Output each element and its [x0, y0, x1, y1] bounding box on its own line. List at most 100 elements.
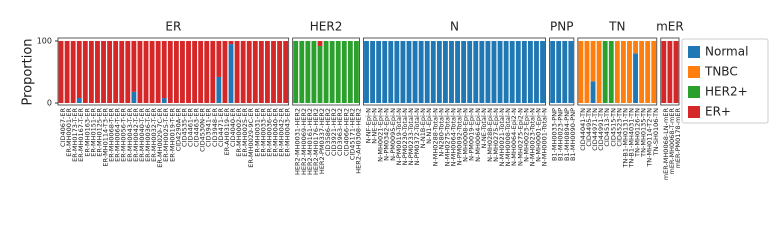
bar-segment — [394, 41, 400, 103]
bar-segment — [521, 41, 527, 103]
bar-segment — [101, 41, 106, 103]
x-tick-label: N-MH0001-Total-N — [541, 108, 549, 167]
bar-segment — [161, 98, 167, 103]
x-tick-label: N-PM0233-Total-N — [407, 108, 415, 166]
bar-segment — [550, 41, 556, 103]
bar-segment — [418, 41, 424, 103]
panel-frame — [57, 37, 290, 106]
x-tick-label: CID3586-HER2 — [324, 108, 332, 156]
x-tick-label: CID4523-TN — [615, 108, 623, 147]
x-tick-label: TN-MH0135-TN — [640, 108, 648, 158]
x-tick-label: ER-MH0036-ER — [265, 108, 273, 157]
bar-segment — [620, 41, 626, 103]
bar-segment — [382, 41, 388, 103]
x-tick-label: ER-MH0029-9C-ER — [247, 108, 255, 168]
legend-swatch — [688, 106, 700, 118]
panel-frame — [577, 37, 658, 106]
bar-segment — [442, 41, 448, 103]
x-tick-label: HER2-MH0176-HER2 — [312, 108, 320, 175]
x-tick-label: ER-MH0040-T-ER — [138, 108, 146, 162]
x-tick-label: CID4495-TN — [585, 108, 593, 147]
bar-segment — [210, 41, 216, 103]
bar-segment — [614, 41, 620, 103]
x-tick-label: N-PM0019-Epi-N — [468, 108, 476, 161]
x-tick-label: ER-MH0068-T-ER — [108, 108, 116, 162]
bar-segment — [240, 41, 246, 103]
x-tick-label: N-MH0064-Epi2-N — [510, 108, 518, 166]
x-tick-label: CID4290A-ER — [174, 108, 182, 152]
x-tick-label: HER2-PM0337-HER2 — [318, 108, 326, 174]
x-tick-label: ER-MH0031-ER — [253, 108, 261, 157]
x-tick-label: ER-MH0163-ER — [83, 108, 91, 157]
bar-segment — [639, 41, 645, 103]
x-tick-label: N-PM0342-Epi-N — [383, 108, 391, 161]
panel-title: HER2 — [310, 20, 343, 34]
bar-segment — [534, 41, 539, 103]
bar-segment — [131, 91, 137, 103]
bar-segment — [246, 41, 252, 103]
bar-segment — [293, 41, 299, 103]
bar-segment — [180, 41, 185, 103]
bar-segment — [370, 41, 375, 103]
x-tick-label: CID3941-ER — [205, 108, 213, 147]
x-tick-label: B1-MH0023-PNP — [557, 108, 565, 161]
bar-segment — [198, 41, 204, 103]
bar-segment — [82, 41, 88, 103]
x-tick-label: CID4515-TN — [609, 108, 617, 147]
bar-segment — [485, 41, 491, 103]
bar-segment — [258, 41, 264, 103]
x-tick-label: TN-SH0106-TN — [652, 108, 660, 156]
bar-segment — [479, 41, 485, 103]
bar-segment — [311, 41, 317, 103]
legend-frame — [681, 38, 769, 124]
bar-segment — [503, 41, 509, 103]
bar-segment — [317, 41, 323, 46]
y-tick-label: 100 — [37, 37, 52, 46]
panel-frame — [292, 37, 360, 106]
x-tick-label: ER-MH0032-T-ER — [150, 108, 158, 162]
x-tick-label: ER-MH0167-T-ER — [77, 108, 85, 162]
bar-segment — [540, 41, 545, 103]
bar-segment — [323, 41, 329, 103]
bar-segment — [299, 41, 305, 103]
x-tick-label: N-PM0095-Epi-N — [389, 108, 397, 161]
bar-segment — [192, 41, 198, 103]
x-tick-label: ER-MH0056-T-ER — [120, 108, 128, 162]
bar-segment — [661, 41, 667, 103]
x-tick-label: CID4463-ER — [193, 108, 201, 147]
bar-segment — [125, 41, 131, 103]
x-tick-label: ER-MH0029-7C-ER — [156, 108, 164, 168]
bar-segment — [228, 44, 234, 103]
bar-segment — [222, 41, 228, 103]
x-tick-label: N-PM0019-Total-N — [395, 108, 403, 166]
bar-segment — [335, 41, 341, 103]
bar-segment — [252, 41, 258, 103]
x-tick-label: N-MH0023-Total-N — [528, 108, 536, 167]
x-tick-label: ER-MH0042-T-ER — [132, 108, 140, 162]
bar-segment — [341, 41, 347, 103]
bar-segment — [347, 41, 353, 103]
bar-segment — [76, 98, 82, 103]
y-axis-label: Proportion — [21, 38, 36, 105]
bar-segment — [305, 41, 311, 103]
legend-swatch — [688, 46, 700, 58]
bar-segment — [449, 41, 454, 103]
x-tick-label: N-MH0288-Epi-N — [486, 108, 494, 162]
x-tick-label: N-MH0275-Epi-N — [492, 108, 500, 162]
x-tick-label: CID4513-TN — [603, 108, 611, 147]
bar-segment — [436, 41, 442, 103]
bar-segment — [143, 41, 149, 103]
x-tick-label: CID4461-ER — [187, 108, 195, 147]
bar-segment — [467, 41, 473, 103]
bar-segment — [673, 41, 679, 103]
panel-title: N — [450, 20, 459, 34]
bar-segment — [651, 41, 657, 103]
x-tick-label: CID4471-ER — [217, 108, 225, 147]
bar-segment — [596, 41, 602, 103]
x-tick-label: N-MH0275-Total-N — [443, 108, 451, 167]
x-tick-label: N-PM0230-Total-N — [401, 108, 409, 166]
x-tick-label: CID44041-TN — [579, 108, 587, 151]
x-tick-label: N-N280-Total-N — [437, 108, 445, 157]
x-tick-label: B1-MH0894-PNP — [563, 108, 571, 161]
x-tick-label: N-NE-Epi-N — [371, 108, 379, 144]
